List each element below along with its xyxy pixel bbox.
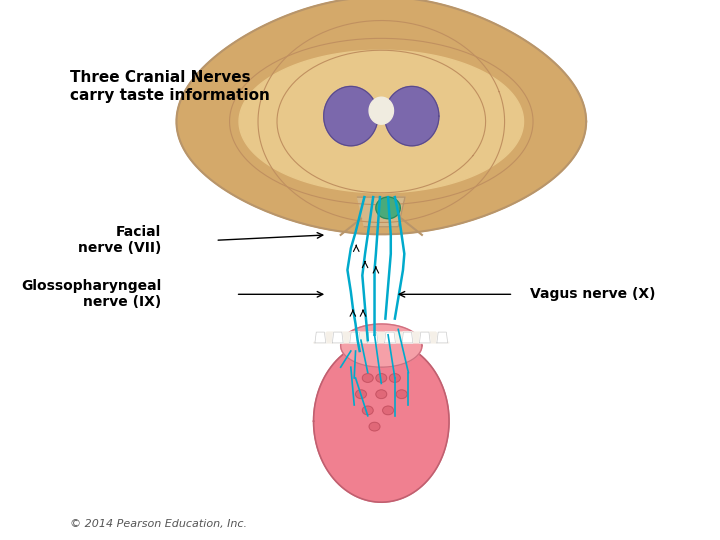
Circle shape xyxy=(369,422,380,431)
Circle shape xyxy=(362,406,373,415)
Polygon shape xyxy=(341,324,422,367)
Circle shape xyxy=(390,374,400,382)
Polygon shape xyxy=(384,332,395,343)
Circle shape xyxy=(376,390,387,399)
Circle shape xyxy=(362,374,373,382)
Polygon shape xyxy=(350,332,361,343)
Polygon shape xyxy=(333,332,343,343)
Polygon shape xyxy=(315,332,325,343)
Text: © 2014 Pearson Education, Inc.: © 2014 Pearson Education, Inc. xyxy=(70,519,247,529)
Text: Facial
nerve (VII): Facial nerve (VII) xyxy=(78,225,161,255)
Polygon shape xyxy=(358,197,405,227)
Polygon shape xyxy=(367,332,378,343)
Polygon shape xyxy=(176,0,586,234)
Polygon shape xyxy=(384,86,439,146)
Text: Vagus nerve (X): Vagus nerve (X) xyxy=(531,287,656,301)
Circle shape xyxy=(382,406,394,415)
Polygon shape xyxy=(437,332,448,343)
Polygon shape xyxy=(314,332,449,343)
Polygon shape xyxy=(239,50,523,193)
Circle shape xyxy=(396,390,407,399)
Polygon shape xyxy=(369,97,394,124)
Polygon shape xyxy=(402,332,413,343)
Polygon shape xyxy=(420,332,431,343)
Text: Glossopharyngeal
nerve (IX): Glossopharyngeal nerve (IX) xyxy=(21,279,161,309)
Polygon shape xyxy=(324,86,378,146)
Circle shape xyxy=(356,390,366,399)
Text: Three Cranial Nerves
carry taste information: Three Cranial Nerves carry taste informa… xyxy=(70,70,269,103)
Polygon shape xyxy=(314,340,449,502)
Polygon shape xyxy=(376,197,400,219)
Circle shape xyxy=(376,374,387,382)
